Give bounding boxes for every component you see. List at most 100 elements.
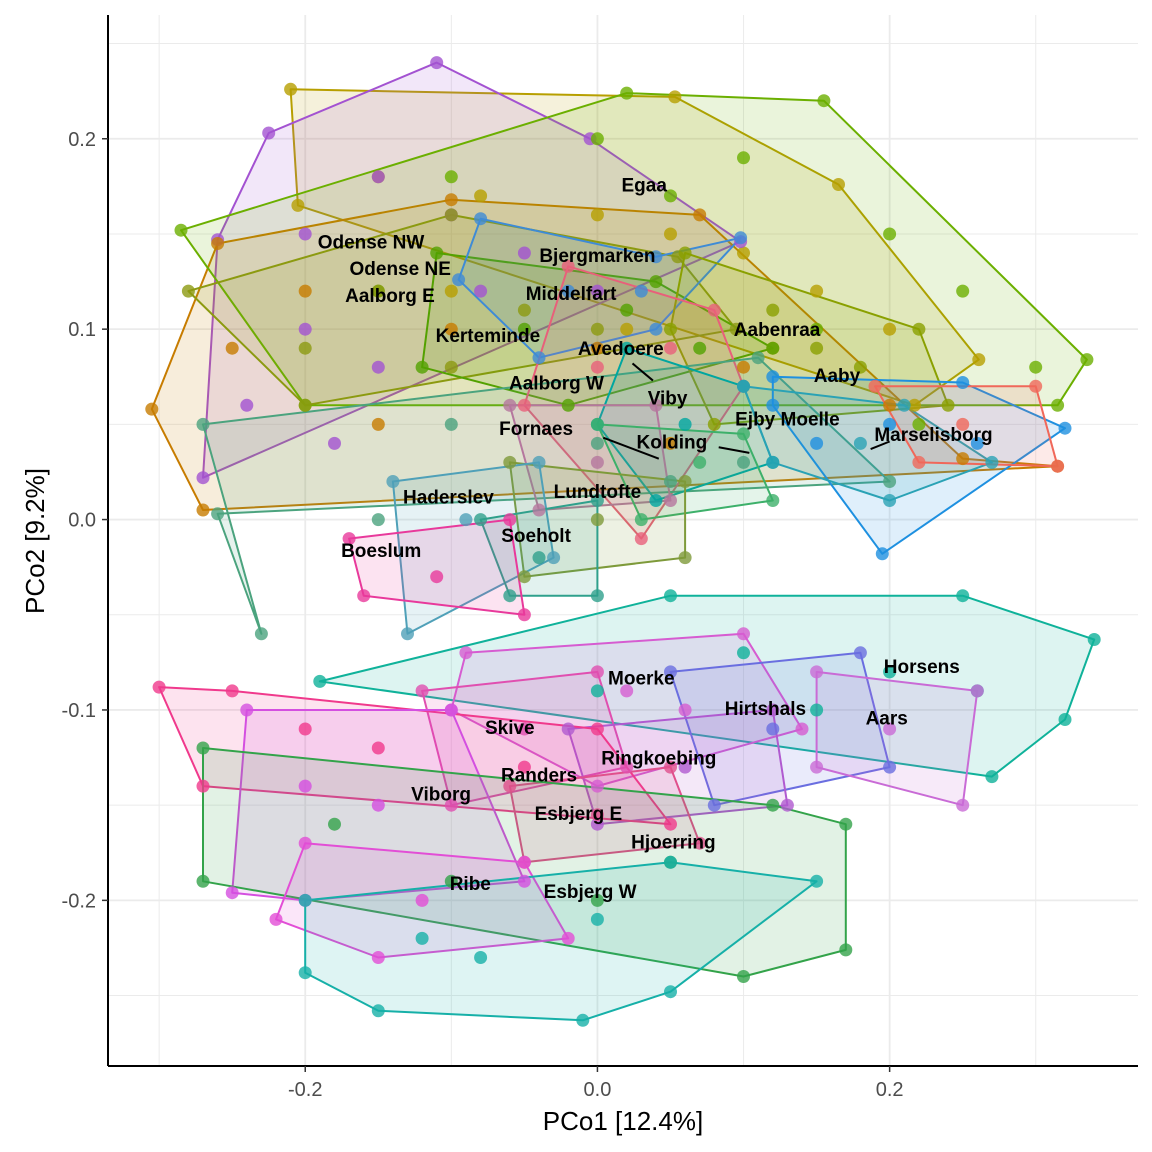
point-middelfart (693, 341, 707, 355)
point-kolding (693, 455, 707, 469)
point-aabenraa (707, 417, 721, 431)
point-aaby (875, 547, 889, 561)
point-bjergmarken (912, 417, 926, 431)
point-aaby (956, 376, 970, 389)
point-hirtshals (883, 760, 897, 774)
point-ringkoebing (766, 703, 780, 717)
point-soeholt (474, 513, 488, 527)
point-horsens (956, 589, 970, 603)
point-hjoerring (444, 874, 458, 888)
point-ribe (269, 912, 283, 926)
point-moerke (590, 779, 604, 793)
point-odense-ne (693, 208, 707, 222)
label-hjoerring: Hjoerring (631, 832, 715, 853)
point-kolding (590, 417, 604, 431)
label-aalborg-e: Aalborg E (345, 286, 435, 307)
point-boeslum (342, 532, 356, 546)
label-haderslev: Haderslev (403, 488, 494, 509)
point-haderslev (459, 513, 473, 527)
point-odense-nw (590, 284, 604, 298)
point-egaa (668, 90, 682, 104)
point-esbjerg-w (576, 1013, 590, 1027)
point-lundtofte (590, 513, 604, 527)
point-esbjerg-w (664, 855, 677, 869)
point-hirtshals (707, 798, 721, 812)
label-aabenraa: Aabenraa (734, 320, 821, 341)
point-middelfart (620, 303, 634, 317)
y-tick-label: 0.1 (68, 319, 96, 341)
label-hirtshals: Hirtshals (725, 699, 806, 720)
point-moerke (737, 627, 750, 641)
label-skive: Skive (485, 718, 535, 739)
point-randers (371, 741, 385, 755)
point-hjoerring (590, 893, 604, 907)
point-odense-ne (371, 417, 385, 431)
point-aalborg-e (371, 284, 385, 298)
label-fornaes: Fornaes (499, 419, 573, 440)
point-ejby-moelle (883, 494, 897, 507)
label-aaby: Aaby (814, 366, 861, 387)
point-aalborg-e (298, 341, 312, 355)
point-soeholt (532, 551, 546, 565)
point-avedoere (517, 398, 531, 412)
point-ringkoebing (561, 722, 575, 736)
point-skive (517, 722, 531, 736)
point-ribe (415, 893, 429, 907)
point-fornaes (503, 398, 517, 412)
x-tick-label: -0.2 (288, 1079, 322, 1101)
point-fornaes (532, 503, 546, 517)
point-egaa (972, 353, 986, 367)
point-soeholt (503, 589, 517, 603)
point-viby (678, 417, 692, 431)
label-odense-nw: Odense NW (318, 233, 425, 254)
point-avedoere (634, 532, 648, 546)
point-bjergmarken (590, 132, 604, 146)
point-hjoerring (737, 970, 750, 983)
label-lundtofte: Lundtofte (554, 482, 642, 503)
label-horsens: Horsens (884, 657, 960, 678)
point-aaby (766, 370, 780, 384)
label-middelfart: Middelfart (526, 284, 617, 305)
point-odense-ne (737, 360, 750, 374)
point-egaa (620, 322, 634, 336)
point-aars (810, 665, 824, 679)
point-lundtofte (678, 551, 692, 565)
point-randers (196, 779, 210, 793)
label-aars: Aars (866, 709, 908, 730)
label-esbjerg-w: Esbjerg W (544, 882, 637, 903)
point-haderslev (532, 455, 546, 469)
point-aabenraa (664, 322, 677, 336)
y-tick-label: -0.1 (62, 700, 96, 722)
point-kerteminde (649, 322, 663, 336)
point-kerteminde (649, 250, 663, 264)
point-middelfart (517, 322, 531, 336)
point-bjergmarken (664, 189, 677, 203)
point-ejby-moelle (766, 455, 780, 469)
point-horsens (737, 646, 750, 660)
point-odense-ne (196, 503, 210, 517)
point-odense-nw (371, 170, 385, 184)
point-skive (590, 665, 604, 679)
point-odense-ne (590, 341, 604, 355)
point-odense-nw (474, 284, 488, 298)
label-moerke: Moerke (608, 669, 675, 690)
point-odense-ne (225, 341, 239, 355)
point-odense-ne (883, 398, 897, 412)
point-skive (444, 798, 458, 812)
point-viborg (298, 779, 312, 793)
point-odense-ne (664, 436, 677, 450)
point-bjergmarken (956, 284, 970, 298)
point-marselisborg (868, 379, 882, 393)
point-ringkoebing (590, 817, 604, 831)
point-egaa (810, 284, 824, 298)
point-moerke (459, 646, 473, 660)
hull-ejby-moelle (742, 385, 993, 502)
point-aabenraa (941, 398, 955, 412)
point-aalborg-e (729, 322, 743, 336)
point-haderslev (547, 551, 561, 565)
point-hirtshals (664, 665, 677, 679)
point-hjoerring (196, 874, 210, 888)
point-viborg (225, 886, 239, 900)
point-esbjerg-e (664, 760, 677, 774)
